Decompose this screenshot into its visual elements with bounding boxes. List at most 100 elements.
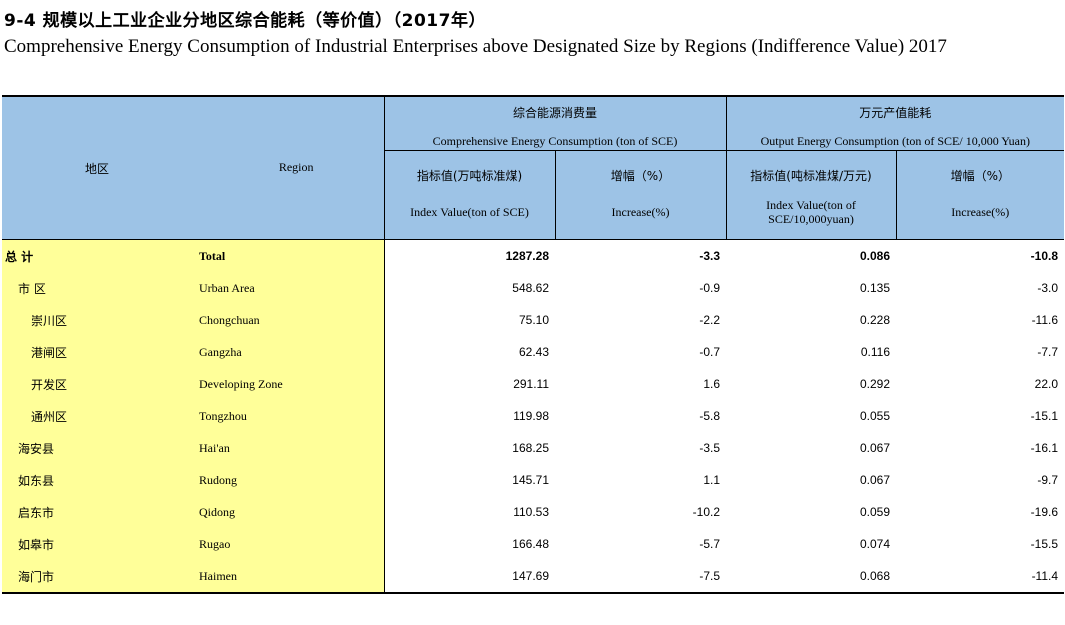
output-index-value: 0.074 (859, 537, 891, 551)
col-header-output-increase-cn: 增幅（%） (950, 169, 1010, 183)
region-en: Gangzha (193, 336, 385, 368)
table-row: 海门市 Haimen 147.69 -7.5 0.068 -11.4 (2, 560, 1065, 594)
output-increase: -15.5 (1030, 537, 1059, 551)
energy-increase: -7.5 (555, 560, 727, 594)
col-header-output-index-cn: 指标值(吨标准煤/万元) (750, 169, 872, 183)
output-index-value: 0.067 (859, 441, 891, 455)
output-index-value: 0.228 (859, 313, 891, 327)
output-index-value: 0.055 (859, 409, 891, 423)
energy-index-value: 75.10 (518, 313, 549, 327)
energy-index-value: 168.25 (512, 441, 549, 455)
output-increase: -19.6 (1030, 505, 1059, 519)
table-row: 如皋市 Rugao 166.48 -5.7 0.074 -15.5 (2, 528, 1064, 560)
region-cn: 如皋市 (2, 528, 193, 560)
group-header-output-en: Output Energy Consumption (ton of SCE/ 1… (760, 134, 1030, 148)
energy-increase: -2.2 (699, 313, 721, 327)
col-header-increase-cn: 增幅（%） (610, 169, 671, 183)
output-increase: -11.4 (896, 560, 1065, 594)
output-increase: -3.0 (1037, 281, 1059, 295)
energy-index-value: 62.43 (518, 345, 549, 359)
region-en: Rudong (193, 464, 385, 496)
title-english: Comprehensive Energy Consumption of Indu… (4, 36, 947, 57)
table-body: 总 计 Total 1287.28 -3.3 0.086 -10.8 市 区 Urban Ar… (2, 239, 1065, 594)
energy-index-value: 166.48 (512, 537, 549, 551)
table-row: 启东市 Qidong 110.53 -10.2 0.059 -19.6 (2, 496, 1064, 528)
region-en: Total (193, 239, 385, 272)
output-increase: -11.6 (1031, 313, 1059, 327)
col-header-output-index: 指标值(吨标准煤/万元) Index Value(ton of SCE/10,00… (725, 150, 897, 240)
region-header-cn: 地区 (85, 161, 110, 176)
table-row: 市 区 Urban Area 548.62 -0.9 0.135 -3.0 (2, 272, 1064, 304)
output-index-value: 0.086 (859, 249, 891, 263)
region-en: Tongzhou (193, 400, 385, 432)
region-header-en: Region (278, 159, 314, 174)
energy-increase: -5.7 (699, 537, 721, 551)
region-header: 地区 Region (2, 95, 385, 240)
energy-increase: -0.9 (699, 281, 721, 295)
energy-increase: -10.2 (692, 505, 721, 519)
region-cn: 如东县 (2, 464, 193, 496)
col-header-increase-en: Increase(%) (611, 205, 670, 219)
energy-increase: -3.5 (699, 441, 721, 455)
energy-index-value: 291.11 (513, 377, 549, 391)
col-header-increase: 增幅（%） Increase(%) (554, 150, 727, 240)
output-index-value: 0.067 (859, 473, 891, 487)
table-row: 海安县 Hai'an 168.25 -3.5 0.067 -16.1 (2, 432, 1064, 464)
table-row: 港闸区 Gangzha 62.43 -0.7 0.116 -7.7 (2, 336, 1064, 368)
energy-index-value: 548.62 (512, 281, 549, 295)
col-header-index-value: 指标值(万吨标准煤) Index Value(ton of SCE) (384, 150, 555, 240)
energy-index-value: 119.98 (513, 409, 549, 423)
energy-increase: -3.3 (699, 249, 721, 263)
region-en: Urban Area (193, 272, 385, 304)
region-cn: 崇川区 (2, 304, 193, 336)
col-header-output-index-en: Index Value(ton of SCE/10,000yuan) (766, 198, 856, 226)
group-header-energy: 综合能源消费量 Comprehensive Energy Consumption… (384, 95, 727, 151)
region-en: Qidong (193, 496, 385, 528)
table-row: 开发区 Developing Zone 291.11 1.6 0.292 22.0 (2, 368, 1064, 400)
group-header-energy-en: Comprehensive Energy Consumption (ton of… (432, 134, 678, 148)
region-en: Chongchuan (193, 304, 385, 336)
table-row: 总 计 Total 1287.28 -3.3 0.086 -10.8 (2, 239, 1064, 272)
output-increase: -9.7 (1037, 473, 1059, 487)
region-cn: 启东市 (2, 496, 193, 528)
col-header-index-value-en: Index Value(ton of SCE) (410, 205, 529, 219)
title-chinese: 9-4 规模以上工业企业分地区综合能耗（等价值）（2017年） (4, 11, 486, 31)
region-cn: 总 计 (2, 239, 193, 272)
region-cn: 开发区 (2, 368, 193, 400)
group-header-output: 万元产值能耗 Output Energy Consumption (ton of… (725, 95, 1065, 151)
region-en: Haimen (193, 560, 385, 594)
output-index-value: 0.292 (859, 377, 891, 391)
energy-index-value: 110.53 (513, 505, 549, 519)
output-index-value: 0.059 (859, 505, 891, 519)
region-en: Hai'an (193, 432, 385, 464)
table-row: 如东县 Rudong 145.71 1.1 0.067 -9.7 (2, 464, 1064, 496)
output-increase: -10.8 (1030, 249, 1059, 263)
energy-index-value: 1287.28 (505, 249, 549, 263)
output-increase: 22.0 (1034, 377, 1059, 391)
energy-table: 地区 Region 综合能源消费量 Comprehensive Energy C… (2, 95, 1065, 594)
energy-increase: -5.8 (699, 409, 721, 423)
col-header-index-value-cn: 指标值(万吨标准煤) (416, 169, 523, 183)
energy-index-value: 147.69 (384, 560, 555, 594)
region-cn: 海安县 (2, 432, 193, 464)
region-cn: 港闸区 (2, 336, 193, 368)
table-row: 崇川区 Chongchuan 75.10 -2.2 0.228 -11.6 (2, 304, 1064, 336)
energy-increase: -0.7 (699, 345, 721, 359)
output-increase: -7.7 (1037, 345, 1059, 359)
output-index-value: 0.068 (726, 560, 897, 594)
col-header-output-increase: 增幅（%） Increase(%) (895, 150, 1065, 240)
output-index-value: 0.116 (860, 345, 891, 359)
region-cn: 海门市 (2, 560, 193, 594)
region-cn: 市 区 (2, 272, 193, 304)
energy-increase: 1.6 (703, 377, 721, 391)
region-en: Rugao (193, 528, 385, 560)
energy-index-value: 145.71 (512, 473, 549, 487)
table-row: 通州区 Tongzhou 119.98 -5.8 0.055 -15.1 (2, 400, 1064, 432)
output-increase: -15.1 (1030, 409, 1059, 423)
region-cn: 通州区 (2, 400, 193, 432)
output-increase: -16.1 (1030, 441, 1059, 455)
output-index-value: 0.135 (859, 281, 891, 295)
group-header-energy-cn: 综合能源消费量 (513, 106, 598, 120)
group-header-output-cn: 万元产值能耗 (859, 106, 932, 120)
region-en: Developing Zone (193, 368, 385, 400)
